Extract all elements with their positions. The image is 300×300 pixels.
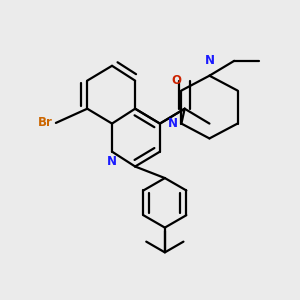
Text: Br: Br <box>38 116 52 129</box>
Text: O: O <box>171 74 182 87</box>
Text: N: N <box>107 155 117 168</box>
Text: N: N <box>168 117 178 130</box>
Text: N: N <box>204 54 214 68</box>
